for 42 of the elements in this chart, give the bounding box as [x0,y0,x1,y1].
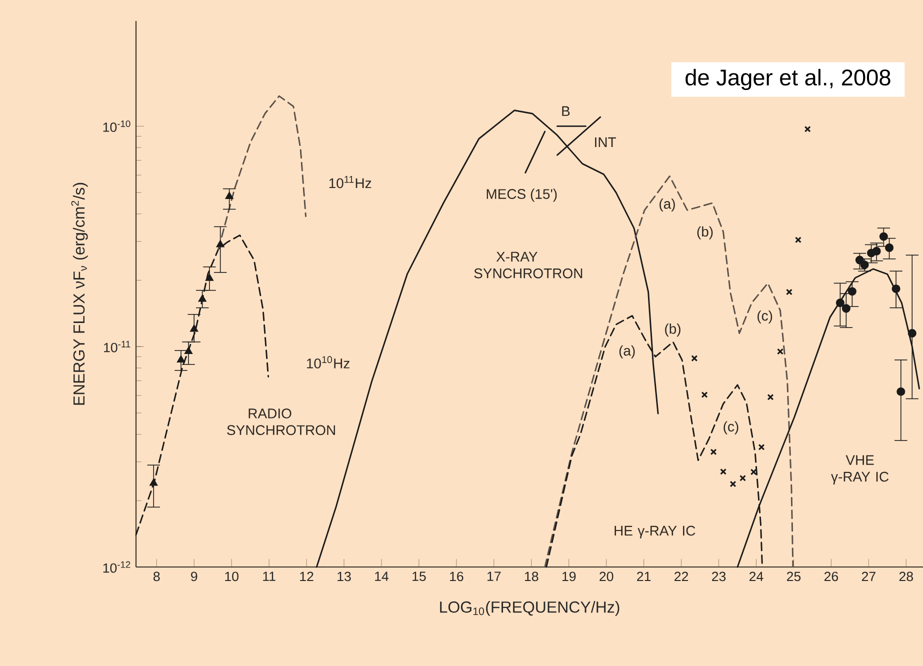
x-tick-label: 18 [524,572,538,582]
annotation: INT [595,137,616,148]
annotation: VHE γ-RAY IC [831,455,889,484]
y-tick-label: 10$^{-11}$ [104,340,130,352]
x-tick-label: 17 [488,572,501,581]
annotation: 10$^{10}$Hz [306,356,350,368]
x-tick-label: 19 [562,572,576,582]
x-axis-title: LOG$_{10}$(FREQUENCY/Hz) [440,601,620,616]
x-tick-label: 25 [786,572,801,582]
annotation: RADIO SYNCHROTRON [227,408,335,436]
x-tick-label: 10 [225,572,238,582]
y-axis-title: ENERGY FLUX νF$_{ν}$ (erg/cm$^{2}$/s) [71,182,88,405]
x-tick-label: 20 [600,572,614,582]
annotation: X-RAY SYNCHROTRON [474,252,582,278]
annotation: de Jager et al., 2008 [686,68,890,90]
x-tick-label: 9 [191,572,198,582]
annotation: (a) [660,198,675,212]
x-tick-label: 15 [412,572,426,582]
x-tick-label: 26 [824,572,838,582]
annotation: (a) [619,345,635,358]
annotation: B [562,106,570,116]
x-tick-label: 22 [674,572,688,582]
annotation: 10$^{11}$Hz [329,176,372,188]
x-tick-label: 16 [450,572,464,582]
y-tick-label: 10$^{-12}$ [103,561,130,573]
x-tick-label: 27 [862,572,876,582]
x-tick-label: 23 [712,572,726,582]
annotation: MECS (15') [486,188,557,202]
annotation: (b) [665,324,680,337]
x-tick-label: 12 [300,572,314,582]
annotation: (c) [758,310,772,324]
annotation: (c) [724,421,738,434]
annotation: (b) [697,226,713,240]
x-tick-label: 13 [338,572,351,582]
x-tick-label: 8 [153,572,160,582]
annotation: HE γ-RAY IC [614,526,696,538]
x-tick-label: 21 [637,572,651,582]
x-tick-label: 24 [749,572,764,582]
y-tick-label: 10$^{-10}$ [103,120,130,132]
x-tick-label: 14 [375,572,388,581]
x-tick-label: 11 [263,572,276,581]
x-tick-label: 28 [899,572,913,582]
